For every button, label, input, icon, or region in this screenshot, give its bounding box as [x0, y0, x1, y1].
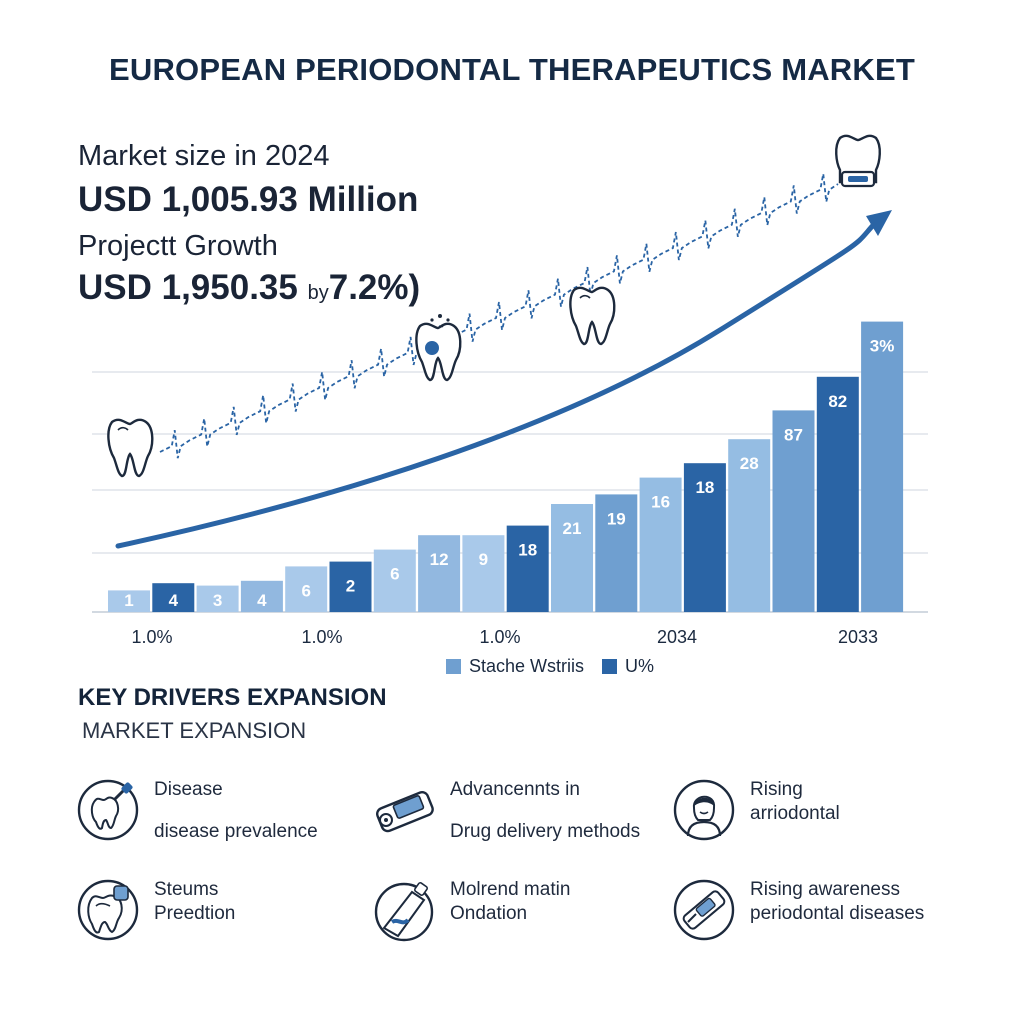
bar [285, 566, 328, 612]
growth-by: by [307, 282, 329, 304]
driver-desc: Drug delivery methods [450, 820, 641, 842]
bar [196, 585, 239, 612]
section-title: KEY DRIVERS EXPANSION [78, 684, 387, 711]
x-tick-label: 1.0% [131, 627, 172, 647]
bar [152, 583, 195, 612]
bar-data-label: 2 [346, 577, 355, 596]
bar [418, 535, 461, 612]
floss-tool-icon [673, 879, 735, 941]
bar [683, 463, 726, 612]
growth-label: Projectt Growth [78, 230, 278, 262]
bar-data-label: 21 [563, 519, 582, 538]
legend-item: U% [602, 656, 654, 677]
bar-data-label: 3 [213, 591, 222, 610]
driver-title: Advancennts in [450, 779, 580, 800]
bar-data-label: 9 [479, 550, 488, 569]
chart-bars [108, 321, 904, 612]
bar [551, 504, 593, 612]
growth-rate: 7.2%) [328, 268, 421, 307]
legend-label: Stache Wstriis [469, 656, 585, 676]
driver-item: Advancennts in Drug delivery methods [372, 778, 640, 844]
legend-label: U% [625, 656, 655, 676]
tooth-brush-icon [77, 779, 139, 841]
driver-desc: Ondation [450, 902, 528, 924]
tooth-icon [107, 418, 154, 478]
drug-delivery-device-icon [376, 790, 434, 833]
bar [639, 477, 682, 612]
section-subtitle: MARKET EXPANSION [82, 718, 307, 743]
legend-swatch [602, 659, 618, 674]
driver-title: Disease [154, 779, 223, 800]
tooth-decay-icon [415, 314, 462, 382]
legend-item: Stache Wstriis [446, 656, 584, 677]
chart-x-ticks: 1.0% 1.0% 1.0% 2034 2033 [131, 627, 878, 647]
tooth-decay-icon [77, 879, 139, 941]
trend-line [115, 219, 879, 549]
bar [861, 321, 904, 612]
driver-item: Disease disease prevalence [76, 778, 318, 844]
bar-data-label: 4 [257, 591, 267, 610]
bar [728, 439, 771, 612]
bar-data-label: 18 [518, 541, 537, 560]
bar-data-label: 87 [784, 425, 803, 444]
bar-data-label: 19 [607, 509, 626, 528]
growth-value-line: USD 1,950.35 by7.2%) [78, 268, 420, 308]
bar [240, 580, 283, 612]
bar-data-label: 1 [124, 591, 133, 610]
driver-item: Molrend matin Ondation [372, 878, 570, 942]
trend-arrowhead [866, 210, 892, 236]
bar-data-label: 16 [651, 493, 670, 512]
bar [329, 561, 372, 612]
driver-title: Steums [154, 879, 219, 900]
chart-legend: Stache Wstriis U% [446, 656, 672, 677]
bar-data-label: 18 [695, 478, 714, 497]
driver-item: Rising arriodontal [672, 778, 840, 842]
driver-item: Rising awareness periodontal diseases [672, 878, 924, 942]
bar-data-label: 4 [169, 591, 179, 610]
person-icon [673, 779, 735, 841]
chart-data-labels: 1 4 3 4 6 2 6 12 9 18 21 19 16 18 28 87 82 3% [124, 337, 894, 610]
toothpaste-tube-icon [374, 882, 434, 942]
bar-data-label: 3% [870, 337, 895, 356]
bar-data-label: 6 [390, 565, 399, 584]
bar [506, 525, 549, 612]
x-tick-label: 2034 [657, 627, 697, 647]
driver-title: Molrend matin [450, 879, 571, 900]
legend-swatch [446, 659, 461, 674]
driver-desc: arriodontal [750, 802, 840, 824]
bar [462, 535, 505, 612]
page-title: EUROPEAN PERIODONTAL THERAPEUTICS MARKET [108, 52, 915, 87]
market-size-value: USD 1,005.93 Million [78, 180, 419, 219]
x-tick-label: 1.0% [301, 627, 342, 647]
growth-value: USD 1,950.35 [78, 268, 298, 307]
tooth-crown-icon [835, 134, 881, 188]
pulse-path [159, 173, 839, 459]
bar [772, 410, 815, 612]
bar [816, 376, 859, 612]
driver-title: Rising awareness [750, 879, 900, 900]
bar-data-label: 28 [740, 454, 759, 473]
bar [595, 494, 638, 612]
pulse-line [159, 173, 839, 459]
trend-arrow [115, 210, 892, 549]
driver-desc: disease prevalence [154, 820, 318, 842]
bar-data-label: 12 [430, 550, 449, 569]
bar-data-label: 82 [828, 392, 847, 411]
driver-title: Rising [750, 779, 803, 800]
bar-data-label: 6 [301, 581, 310, 600]
x-tick-label: 1.0% [479, 627, 520, 647]
driver-item: Steums Preedtion [76, 878, 235, 942]
driver-desc: Preedtion [154, 902, 236, 924]
x-tick-label: 2033 [838, 627, 878, 647]
bar [373, 549, 416, 612]
driver-desc: periodontal diseases [750, 902, 925, 924]
tooth-icon [569, 286, 616, 346]
bar [108, 590, 150, 612]
market-size-label: Market size in 2024 [78, 140, 330, 172]
